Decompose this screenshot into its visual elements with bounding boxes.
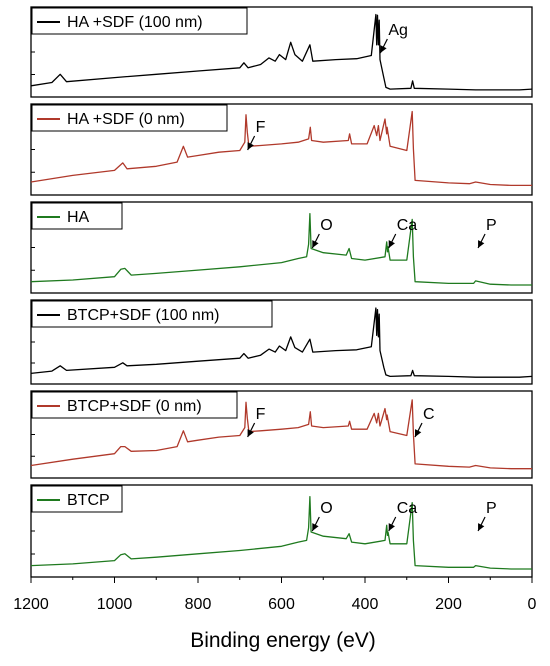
x-tick-label: 400 [352, 596, 379, 613]
legend-label: HA +SDF (100 nm) [67, 14, 203, 31]
spectrum-line [30, 496, 532, 570]
legend-box [31, 300, 273, 328]
legend-box [31, 104, 228, 132]
peak-arrowhead [312, 240, 319, 248]
peak-label: C [423, 406, 435, 423]
x-tick-label: 600 [268, 596, 295, 613]
peak-label: Ca [397, 500, 418, 517]
spectrum-panel: HA +SDF (100 nm) Ag [30, 6, 533, 98]
spectrum-panel: BTCP O Ca P [30, 484, 533, 578]
peak-label: F [256, 406, 266, 423]
peak-arrowhead [247, 429, 254, 437]
x-tick-label: 800 [185, 596, 212, 613]
peak-arrowhead [388, 240, 395, 248]
peak-arrowhead [415, 429, 422, 437]
peak-arrowhead [478, 523, 485, 531]
spectrum-line [30, 13, 533, 91]
peak-arrowhead [247, 142, 254, 150]
x-tick-label: 200 [435, 596, 462, 613]
peak-label: O [320, 217, 332, 234]
peak-arrowhead [312, 523, 319, 531]
legend-label: BTCP+SDF (0 nm) [67, 398, 202, 415]
spectrum-line [30, 212, 532, 286]
x-tick-label: 0 [528, 596, 537, 613]
peak-label: O [320, 500, 332, 517]
peak-label: P [486, 217, 497, 234]
peak-arrowhead [380, 45, 387, 53]
x-tick-label: 1000 [97, 596, 133, 613]
legend-box [31, 7, 248, 35]
peak-label: Ca [397, 217, 418, 234]
legend-label: HA +SDF (0 nm) [67, 111, 185, 128]
x-axis-ticks: 1200 1000 800 600 400 200 0 [13, 577, 537, 613]
spectrum-line [30, 399, 532, 470]
spectrum-panel: HA O Ca P [30, 201, 533, 294]
legend-label: HA [67, 209, 90, 226]
peak-label: Ag [388, 22, 408, 39]
x-tick-label: 1200 [13, 596, 49, 613]
spectrum-line [30, 110, 532, 187]
spectrum-panel: BTCP+SDF (100 nm) [30, 299, 533, 385]
peak-arrowhead [478, 240, 485, 248]
x-axis-title: Binding energy (eV) [190, 629, 376, 652]
legend-label: BTCP+SDF (100 nm) [67, 307, 219, 324]
peak-label: F [256, 119, 266, 136]
spectrum-panel: BTCP+SDF (0 nm) F C [30, 390, 533, 479]
peak-arrowhead [388, 523, 395, 531]
legend-label: BTCP [67, 492, 110, 509]
spectrum-panel: HA +SDF (0 nm) F [30, 103, 533, 196]
legend-box [31, 391, 238, 419]
peak-label: P [486, 500, 497, 517]
spectrum-line [30, 307, 533, 378]
